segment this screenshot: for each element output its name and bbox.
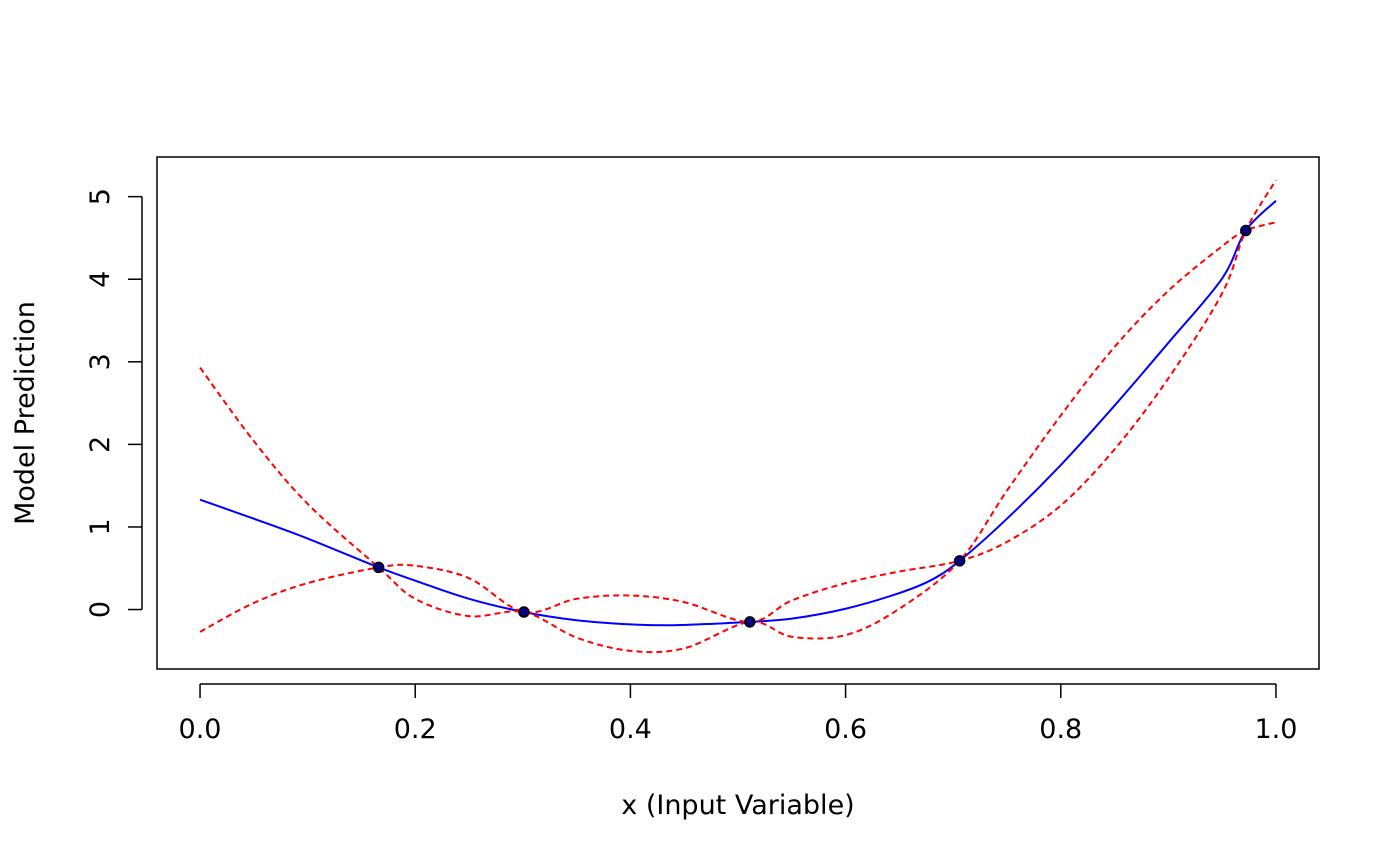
x-axis-label: x (Input Variable) (621, 790, 854, 821)
data-point (518, 606, 530, 618)
y-tick-label: 5 (85, 188, 116, 205)
points-layer (372, 224, 1252, 628)
x-axis: 0.0 0.2 0.4 0.6 0.8 1.0 (179, 683, 1297, 745)
bound-line-2 (199, 221, 1277, 654)
y-tick-label: 2 (85, 436, 116, 453)
bound-line-1 (199, 179, 1277, 633)
y-tick-label: 0 (85, 601, 116, 618)
y-axis: 0 1 2 3 4 5 (85, 188, 143, 618)
data-point (1240, 224, 1252, 237)
mean-line-0 (199, 200, 1277, 627)
y-tick-label: 3 (85, 353, 116, 370)
series-layer (199, 179, 1277, 654)
y-axis-label: Model Prediction (10, 301, 41, 525)
x-tick-label: 0.6 (824, 714, 867, 745)
data-point (372, 561, 385, 574)
x-tick-label: 1.0 (1254, 714, 1297, 745)
data-point (953, 555, 966, 567)
plot-frame (156, 156, 1320, 670)
x-tick-label: 0.8 (1039, 714, 1082, 745)
x-tick-label: 0.2 (394, 714, 437, 745)
x-tick-label: 0.4 (609, 714, 652, 745)
data-point (744, 616, 756, 628)
y-tick-label: 1 (85, 518, 116, 535)
y-tick-label: 4 (85, 271, 116, 288)
x-tick-label: 0.0 (179, 714, 222, 745)
